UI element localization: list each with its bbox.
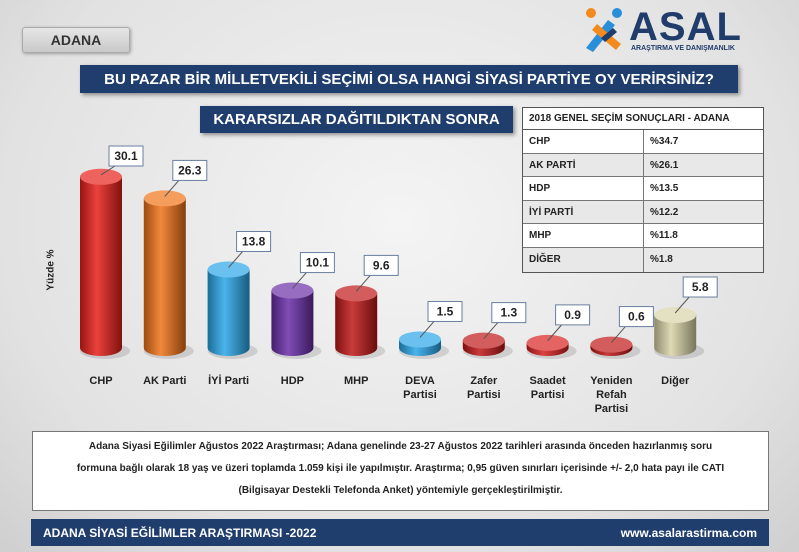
note-line: Adana Siyasi Eğilimler Ağustos 2022 Araş… <box>88 441 713 452</box>
bar-top <box>654 307 697 324</box>
x-tick-label: MHP <box>344 375 368 387</box>
footer-website-link[interactable]: www.asalarastirma.com <box>620 525 757 540</box>
region-tag: ADANA <box>22 27 130 53</box>
bar <box>654 315 697 356</box>
x-tick-label: AK Parti <box>143 375 186 387</box>
party-cell: MHP <box>523 224 644 247</box>
party-cell: CHP <box>523 130 644 153</box>
value-label-box <box>363 254 399 276</box>
x-tick-label: Partisi <box>595 403 629 415</box>
value-label-box <box>108 145 144 167</box>
x-tick-label: Refah <box>596 389 627 401</box>
value-label: 10.1 <box>306 256 330 270</box>
value-label-box <box>172 159 208 181</box>
chart-subtitle: KARARSIZLAR DAĞITILDIKTAN SONRA <box>200 106 513 133</box>
value-label-box <box>682 276 718 298</box>
value-label-box <box>491 302 527 324</box>
survey-question: BU PAZAR BİR MİLLETVEKİLİ SEÇİMİ OLSA HA… <box>80 65 738 93</box>
value-label: 1.3 <box>500 306 517 320</box>
bar-top <box>399 331 441 348</box>
value-label: 30.1 <box>114 149 138 163</box>
results-table-title: 2018 GENEL SEÇİM SONUÇLARI - ADANA <box>523 108 763 130</box>
x-tick-label: İYİ Parti <box>208 374 249 387</box>
label-leader-line <box>674 296 690 314</box>
label-leader-line <box>355 275 371 292</box>
party-cell: HDP <box>523 177 644 200</box>
value-label: 0.9 <box>564 308 581 322</box>
bar-top <box>526 334 569 351</box>
value-label: 1.5 <box>437 304 454 318</box>
bar <box>271 290 314 356</box>
x-tick-label: Partisi <box>467 389 501 401</box>
value-label: 5.8 <box>692 280 709 294</box>
x-tick-label: Zafer <box>470 375 498 387</box>
x-tick-label: Saadet <box>530 375 566 387</box>
value-label: 0.6 <box>628 310 645 324</box>
party-cell: İYİ PARTİ <box>523 200 644 224</box>
bar-top <box>335 285 378 302</box>
party-cell: DİĞER <box>523 247 644 272</box>
bar-top <box>462 332 505 349</box>
logo-subtitle: ARAŞTIRMA VE DANIŞMANLIK <box>631 45 735 52</box>
bar <box>80 176 122 356</box>
table-row: MHP %11.8 <box>523 224 763 248</box>
footer-bar: ADANA SİYASİ EĞİLİMLER ARAŞTIRMASI -2022… <box>31 519 769 546</box>
label-leader-line <box>611 326 626 343</box>
label-leader-line <box>547 324 562 342</box>
label-leader-line <box>228 251 243 268</box>
table-row: CHP %34.7 <box>523 130 763 154</box>
note-line: (Bilgisayar Destekli Telefonda Anket) yö… <box>238 485 563 496</box>
value-cell: %34.7 <box>650 136 679 147</box>
x-tick-label: Partisi <box>403 389 437 401</box>
value-cell: %13.5 <box>650 183 679 195</box>
value-cell: %26.1 <box>650 159 679 171</box>
label-leader-line <box>483 322 499 339</box>
methodology-note: Adana Siyasi Eğilimler Ağustos 2022 Araş… <box>32 431 769 511</box>
value-label: 26.3 <box>178 163 202 177</box>
results-2018-table: 2018 GENEL SEÇİM SONUÇLARI - ADANA CHP %… <box>522 107 764 273</box>
bar-top <box>80 168 122 185</box>
value-label: 13.8 <box>242 235 266 249</box>
bar <box>207 269 250 356</box>
label-leader-line <box>419 321 435 338</box>
value-cell: %11.8 <box>650 230 678 242</box>
label-leader-line <box>164 180 180 197</box>
x-tick-label: Yeniden <box>590 375 632 387</box>
label-leader-line <box>100 165 116 176</box>
bar-top <box>590 336 633 353</box>
table-row: HDP %13.5 <box>523 177 763 201</box>
x-tick-label: CHP <box>89 375 112 387</box>
bar-top <box>143 190 186 207</box>
note-line: formuna bağlı olarak 18 yaş ve üzeri top… <box>76 463 725 474</box>
value-label-box <box>236 231 272 253</box>
value-cell: %12.2 <box>650 206 679 218</box>
bar <box>143 198 186 356</box>
table-row: İYİ PARTİ %12.2 <box>523 200 763 225</box>
logo-mark-icon <box>586 8 622 52</box>
bar-top <box>207 261 250 278</box>
logo-word: ASAL <box>629 5 742 49</box>
table-row: AK PARTİ %26.1 <box>523 153 763 178</box>
value-label-box <box>427 300 463 322</box>
table-row: DİĞER %1.8 <box>523 247 763 272</box>
brand-logo: ASAL ARAŞTIRMA VE DANIŞMANLIK <box>583 5 753 56</box>
value-label-box <box>555 304 591 326</box>
bar-top <box>271 282 314 299</box>
value-label-box <box>618 306 654 328</box>
party-cell: AK PARTİ <box>523 153 644 177</box>
value-label-box <box>299 252 335 274</box>
x-tick-label: HDP <box>281 375 304 387</box>
x-tick-label: Diğer <box>661 375 690 387</box>
x-tick-label: DEVA <box>405 375 435 387</box>
bar-chart: 30.1 CHP 26.3 AK Parti 13.8 İYİ Parti 10.1 HDP 9… <box>80 145 718 415</box>
footer-title: ADANA SİYASİ EĞİLİMLER ARAŞTIRMASI -2022 <box>43 525 317 540</box>
bar <box>335 293 378 356</box>
x-tick-label: Partisi <box>531 389 565 401</box>
value-cell: %1.8 <box>650 253 673 265</box>
label-leader-line <box>292 272 307 289</box>
value-label: 9.6 <box>373 258 390 272</box>
